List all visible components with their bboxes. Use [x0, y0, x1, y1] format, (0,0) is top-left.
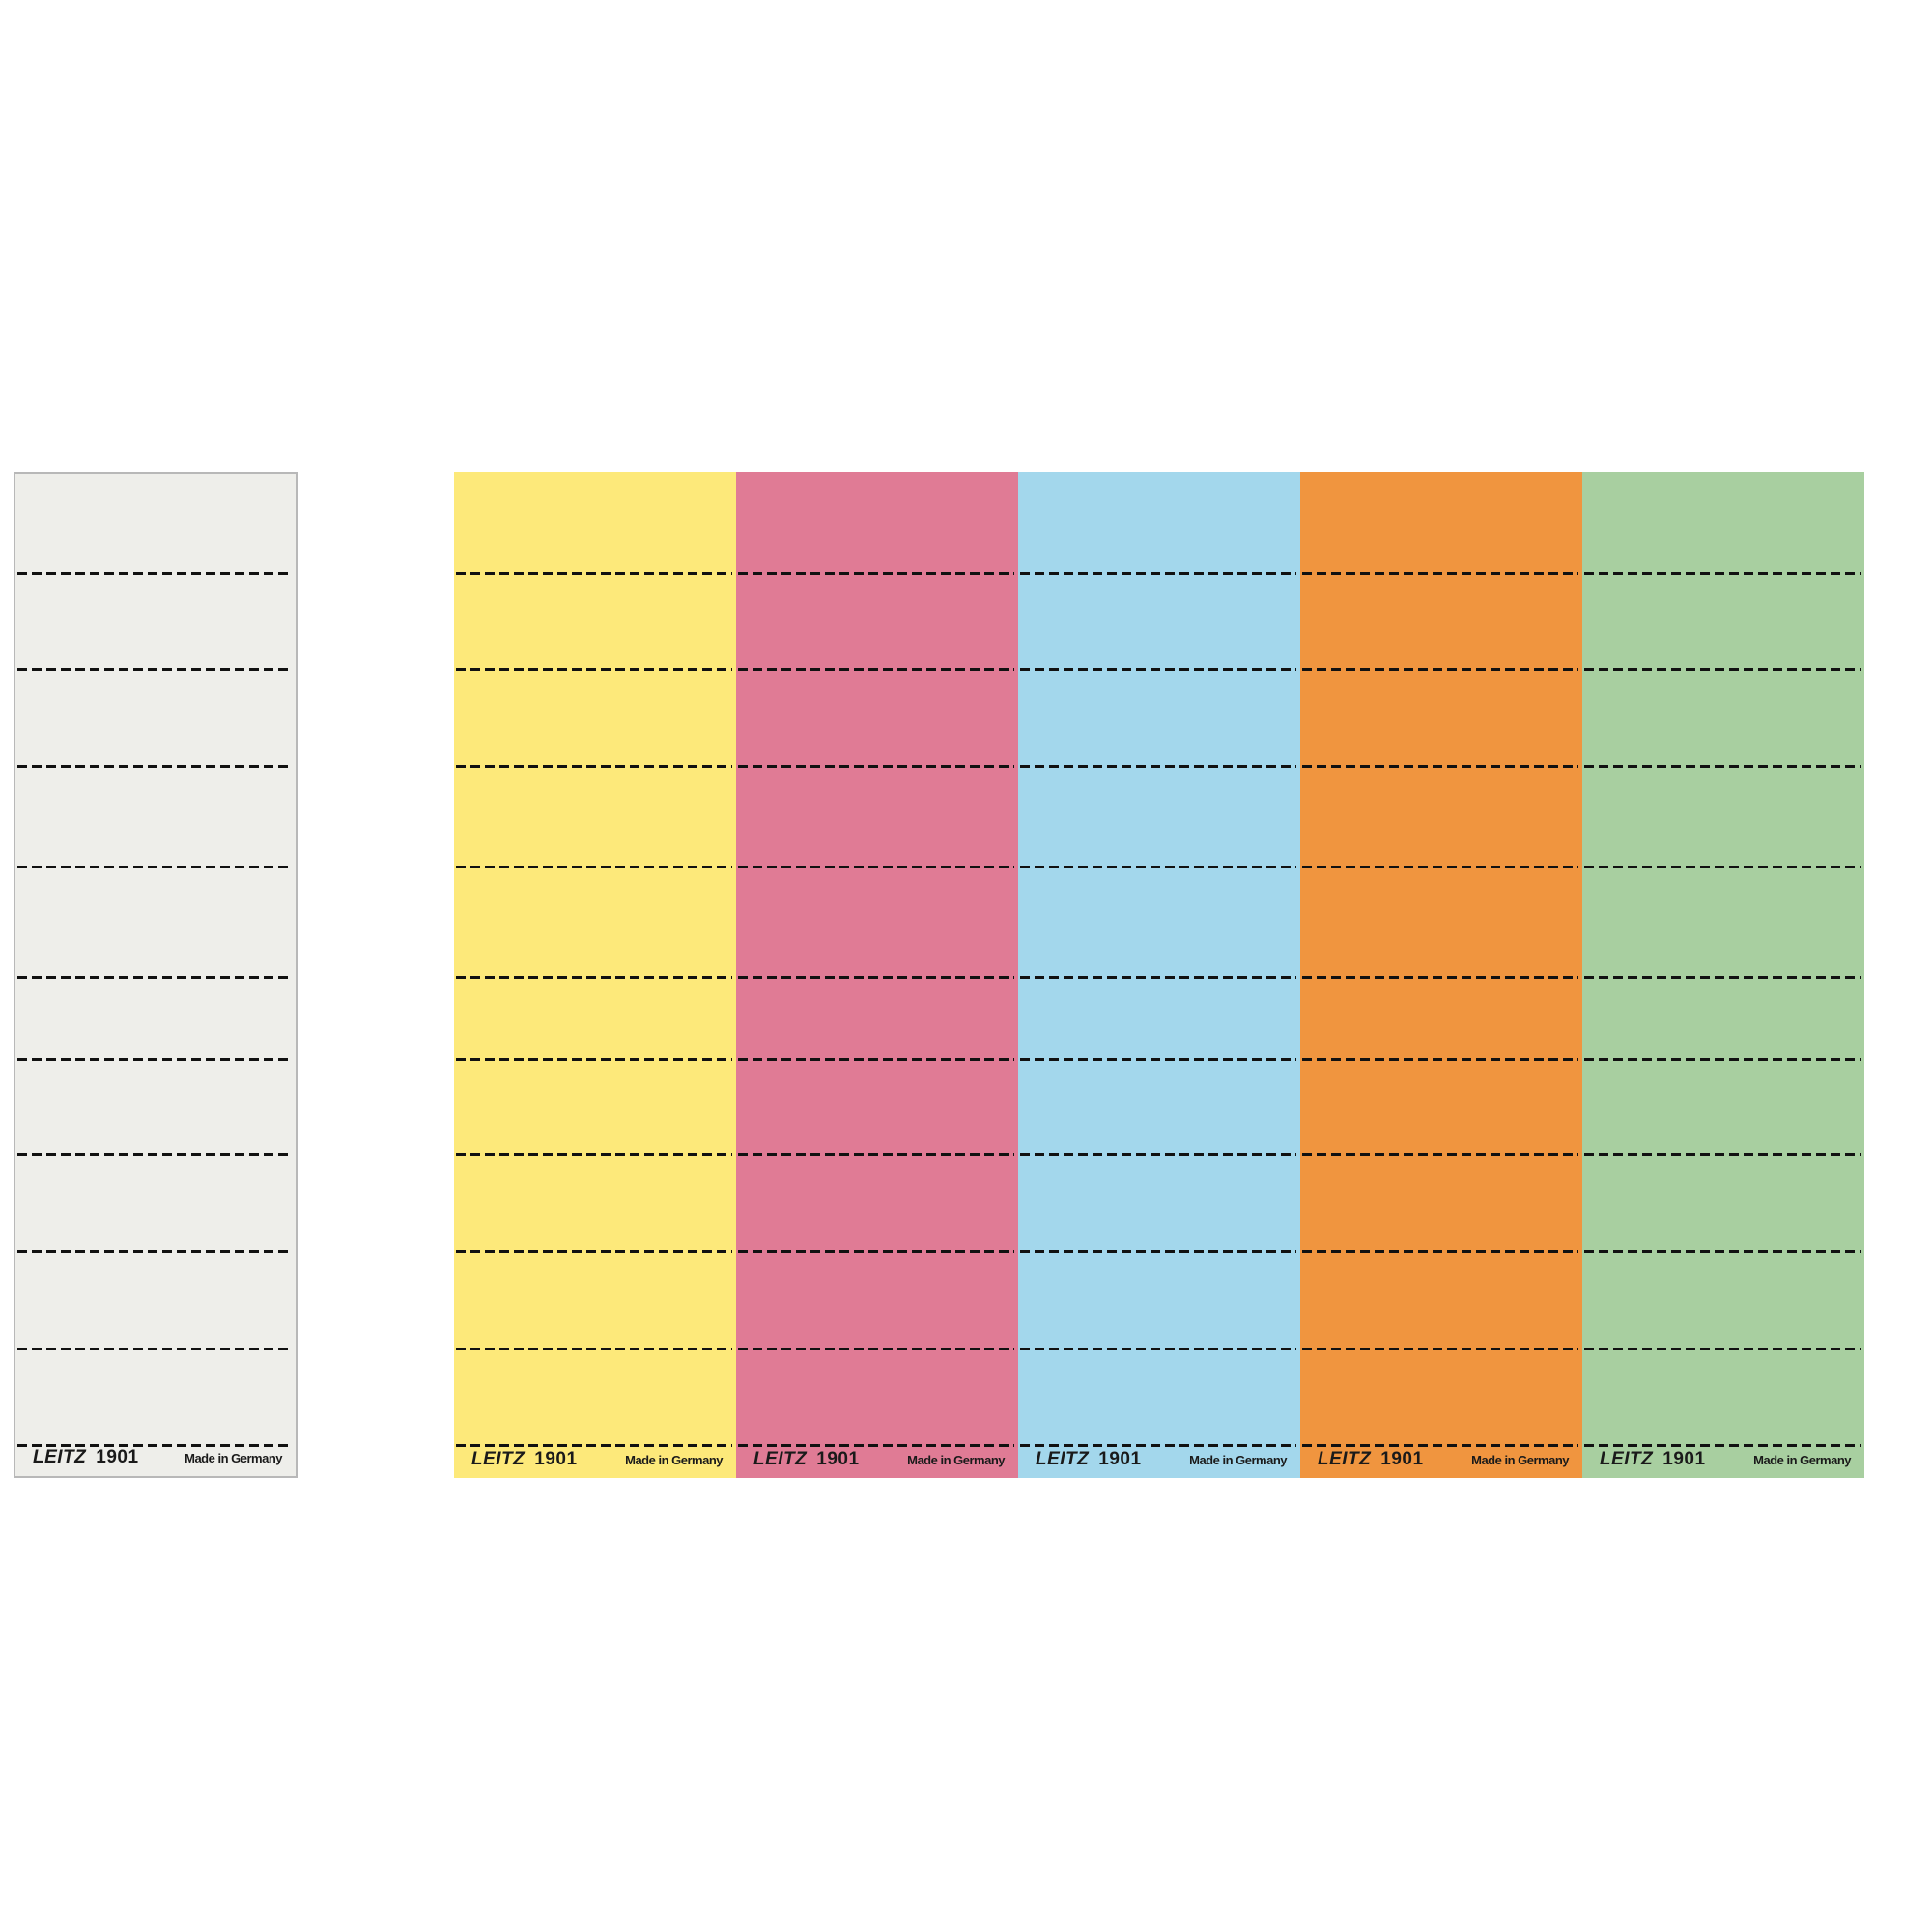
brand-name: LEITZ	[1036, 1449, 1090, 1469]
origin-text: Made in Germany	[907, 1452, 1005, 1467]
label-footer: LEITZ 1901 Made in Germany	[33, 1443, 282, 1472]
perforation-line	[1020, 572, 1296, 575]
brand-name: LEITZ	[1600, 1449, 1654, 1469]
perforation-line	[1302, 976, 1578, 979]
perforation-line	[456, 765, 732, 768]
perforation-line	[1020, 1444, 1296, 1447]
perforation-line	[17, 1348, 292, 1350]
perforation-line	[17, 1444, 292, 1447]
perforation-line	[738, 668, 1014, 671]
perforation-line	[1584, 1348, 1861, 1350]
perforation-line	[456, 1250, 732, 1253]
perforation-line	[456, 668, 732, 671]
perforation-line	[1584, 668, 1861, 671]
perforation-line	[1584, 1153, 1861, 1156]
perforation-line	[738, 572, 1014, 575]
brand-name: LEITZ	[1318, 1449, 1372, 1469]
perforation-line	[1020, 668, 1296, 671]
origin-text: Made in Germany	[185, 1450, 282, 1465]
perforation-line	[456, 1153, 732, 1156]
perforation-line	[1584, 765, 1861, 768]
perforation-line	[738, 1250, 1014, 1253]
perforation-line	[17, 976, 292, 979]
perforation-line	[1302, 1444, 1578, 1447]
perforation-line	[17, 1153, 292, 1156]
label-strip-white: LEITZ 1901 Made in Germany	[14, 472, 298, 1478]
perforation-line	[1584, 1058, 1861, 1061]
model-number: 1901	[96, 1447, 139, 1467]
perforation-line	[1302, 1250, 1578, 1253]
perforation-line	[17, 765, 292, 768]
origin-text: Made in Germany	[1471, 1452, 1569, 1467]
brand-logo: LEITZ 1901	[33, 1447, 139, 1468]
label-footer: LEITZ 1901 Made in Germany	[471, 1445, 723, 1474]
model-number: 1901	[1380, 1449, 1424, 1469]
origin-text: Made in Germany	[1189, 1452, 1287, 1467]
label-footer: LEITZ 1901 Made in Germany	[1600, 1445, 1851, 1474]
label-footer: LEITZ 1901 Made in Germany	[1036, 1445, 1287, 1474]
perforation-line	[1302, 1153, 1578, 1156]
label-footer: LEITZ 1901 Made in Germany	[753, 1445, 1005, 1474]
label-strip-green: LEITZ 1901 Made in Germany	[1582, 472, 1864, 1478]
model-number: 1901	[816, 1449, 860, 1469]
perforation-line	[1020, 765, 1296, 768]
perforation-line	[738, 1348, 1014, 1350]
perforation-line	[738, 976, 1014, 979]
perforation-line	[738, 765, 1014, 768]
brand-name: LEITZ	[33, 1447, 87, 1467]
perforation-line	[1302, 572, 1578, 575]
perforation-line	[17, 866, 292, 868]
perforation-line	[738, 1153, 1014, 1156]
perforation-line	[1020, 1153, 1296, 1156]
model-number: 1901	[1098, 1449, 1142, 1469]
label-footer: LEITZ 1901 Made in Germany	[1318, 1445, 1569, 1474]
perforation-line	[1302, 668, 1578, 671]
origin-text: Made in Germany	[625, 1452, 723, 1467]
perforation-line	[456, 1444, 732, 1447]
perforation-line	[17, 1250, 292, 1253]
perforation-line	[1302, 866, 1578, 868]
perforation-line	[456, 572, 732, 575]
brand-logo: LEITZ 1901	[753, 1449, 860, 1470]
brand-logo: LEITZ 1901	[471, 1449, 578, 1470]
perforation-line	[1584, 1444, 1861, 1447]
brand-logo: LEITZ 1901	[1600, 1449, 1706, 1470]
brand-name: LEITZ	[753, 1449, 808, 1469]
perforation-line	[17, 572, 292, 575]
perforation-line	[1020, 976, 1296, 979]
perforation-line	[17, 668, 292, 671]
brand-logo: LEITZ 1901	[1036, 1449, 1142, 1470]
perforation-line	[456, 1058, 732, 1061]
perforation-line	[738, 866, 1014, 868]
brand-name: LEITZ	[471, 1449, 526, 1469]
perforation-line	[1020, 1250, 1296, 1253]
perforation-line	[1020, 1348, 1296, 1350]
label-strip-orange: LEITZ 1901 Made in Germany	[1300, 472, 1582, 1478]
label-strip-blue: LEITZ 1901 Made in Germany	[1018, 472, 1300, 1478]
label-strip-yellow: LEITZ 1901 Made in Germany	[454, 472, 736, 1478]
perforation-line	[456, 866, 732, 868]
perforation-line	[1020, 1058, 1296, 1061]
perforation-line	[456, 976, 732, 979]
perforation-line	[17, 1058, 292, 1061]
perforation-line	[1584, 976, 1861, 979]
perforation-line	[1020, 866, 1296, 868]
label-strip-pink: LEITZ 1901 Made in Germany	[736, 472, 1018, 1478]
perforation-line	[738, 1058, 1014, 1061]
perforation-line	[1584, 1250, 1861, 1253]
perforation-line	[1584, 572, 1861, 575]
perforation-line	[1302, 1058, 1578, 1061]
perforation-line	[1302, 765, 1578, 768]
perforation-line	[456, 1348, 732, 1350]
brand-logo: LEITZ 1901	[1318, 1449, 1424, 1470]
origin-text: Made in Germany	[1753, 1452, 1851, 1467]
perforation-line	[1584, 866, 1861, 868]
perforation-line	[738, 1444, 1014, 1447]
perforation-line	[1302, 1348, 1578, 1350]
model-number: 1901	[1662, 1449, 1706, 1469]
model-number: 1901	[534, 1449, 578, 1469]
